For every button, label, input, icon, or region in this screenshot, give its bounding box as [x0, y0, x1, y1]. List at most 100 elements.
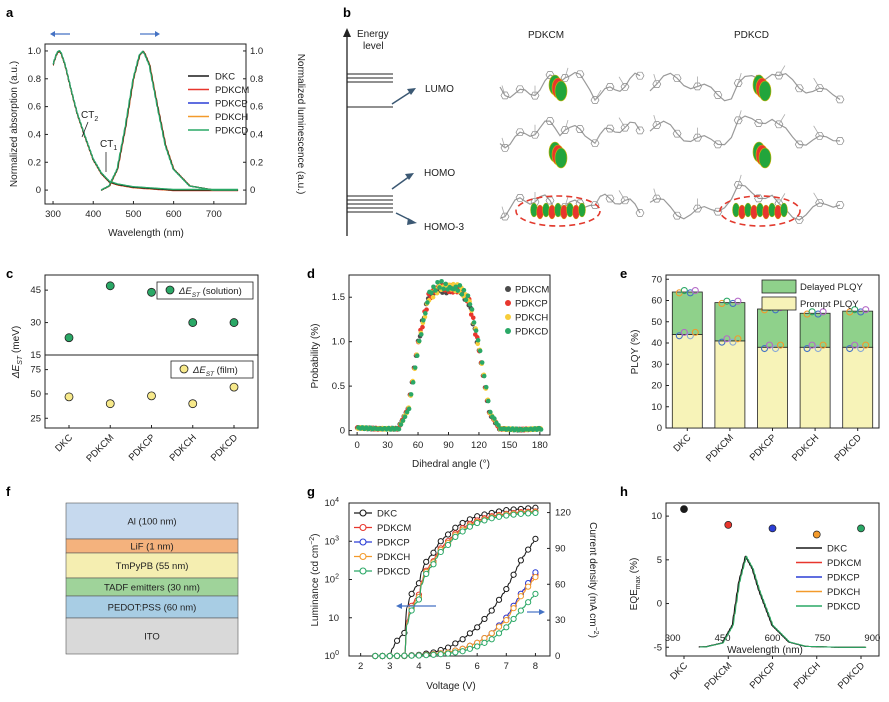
panel-g-xtick-label: 2 — [358, 661, 363, 672]
panel-c-label: c — [6, 266, 13, 281]
current-density-point — [517, 607, 524, 614]
el-spectrum-pdkcd — [699, 555, 867, 648]
replicate-point-prompt — [776, 341, 785, 349]
luminance-point — [459, 519, 466, 527]
replicate-point-prompt — [734, 335, 742, 343]
panel-h-category-label: PDKCP — [748, 660, 779, 691]
panel-a-ylabel-right: Normalized luminescence (a.u.) — [295, 54, 306, 195]
panel-h-marks — [680, 505, 867, 648]
molecule-ring — [815, 131, 825, 140]
eqe-point-pdkcm — [724, 521, 733, 529]
luminance-point — [474, 519, 481, 527]
molecule-bond — [653, 188, 658, 199]
panel-c-points — [64, 281, 239, 409]
luminance-point — [430, 549, 437, 556]
current-density-point — [510, 615, 517, 623]
molecule-ring — [713, 91, 723, 99]
replicate-point-total — [819, 308, 827, 316]
dihedral-point-pdkcd — [538, 427, 544, 432]
current-density-point — [437, 651, 444, 658]
current-density-point — [525, 546, 532, 553]
replicate-point-total — [808, 308, 816, 316]
current-density-point — [401, 652, 408, 659]
luminance-point — [423, 558, 430, 565]
panel-h-ylabel: EQEmax (%) — [629, 558, 642, 611]
dihedral-point-pdkcd — [433, 288, 438, 293]
panel-a-ytick-label: 1.0 — [28, 46, 41, 57]
panel-a-ytick-label: 0.2 — [28, 157, 41, 168]
homo3-highlight-ellipse — [719, 195, 801, 227]
current-density-point — [532, 535, 539, 542]
current-density-point — [495, 596, 503, 603]
device-layer-label: Al (100 nm) — [127, 517, 176, 528]
molecule-ring — [652, 194, 662, 203]
dihedral-point-pdkcd — [479, 360, 485, 365]
panel-a-legend-label: DKC — [215, 72, 235, 83]
lumo-levels — [347, 73, 393, 108]
panel-g-xtick-label: 8 — [533, 661, 538, 672]
film-point — [64, 392, 74, 402]
molecule-ring — [835, 201, 845, 209]
molecule-ring — [794, 84, 804, 93]
luminance-point — [503, 512, 510, 519]
luminance-point — [408, 607, 415, 614]
panel-c-category-label: PDKCM — [84, 432, 116, 464]
dihedral-point-pdkcd — [465, 293, 471, 299]
device-layer — [65, 552, 239, 579]
panel-h: h -5 0 5 10 300 450 600 750 900 DKC PDKCM PDKCP PDKC… — [620, 484, 880, 692]
panel-a: a 300 400 500 600 700 0 0.2 0.4 0.6 0.8 1.0 0 0.2 0.4… — [6, 5, 306, 239]
current-density-point — [525, 583, 532, 590]
solution-point — [147, 287, 156, 297]
molecule-ring — [652, 121, 662, 129]
panel-h-ytick-label: 0 — [657, 599, 662, 610]
molecule-ring — [835, 137, 845, 145]
panel-c-ytick-label: 50 — [30, 389, 41, 400]
panel-e-ytick-label: 50 — [651, 317, 662, 328]
molecule-ring — [733, 181, 743, 189]
current-density-point — [452, 640, 459, 647]
solution-point — [188, 318, 198, 327]
panel-g-legend: DKC PDKCM PDKCP PDKCH PDKCD — [354, 509, 411, 578]
panel-e-ytick-label: 0 — [657, 423, 662, 434]
luminance-point — [488, 515, 495, 522]
current-density-point — [517, 593, 524, 600]
panel-g-xtick-label: 5 — [445, 661, 450, 672]
panel-a-legend-label: PDKCM — [215, 85, 249, 96]
dihedral-point-pdkch — [430, 294, 436, 300]
luminescence-curve-pdkcd — [100, 50, 238, 191]
molecule-bond — [653, 114, 658, 126]
current-density-point — [488, 607, 495, 614]
solution-point — [229, 318, 239, 327]
eqe-point-pdkcp — [768, 524, 777, 533]
current-density-point — [466, 630, 473, 637]
panel-g-right-arrowhead — [539, 609, 545, 615]
current-density-point — [510, 571, 517, 578]
panel-g-legend-marker — [359, 538, 367, 546]
molecule-ring — [560, 74, 570, 82]
legend-delayed-label: Delayed PLQY — [800, 282, 864, 293]
homo-levels — [347, 195, 393, 213]
molecule-ring — [672, 74, 682, 83]
panel-g-ticks: 2 3 4 5 6 7 8 100 10 102 103 104 0 30 60 90 120 — [325, 497, 571, 672]
panel-c-ylabel: ΔEST (meV) — [11, 326, 24, 379]
panel-e-ytick-label: 10 — [651, 402, 662, 413]
molecule-backbone — [499, 120, 641, 149]
replicate-point-prompt — [862, 341, 870, 349]
panel-a-legend-label: PDKCP — [215, 99, 248, 110]
panel-g-ytick-right-label: 90 — [555, 543, 566, 554]
panel-g-legend-label: PDKCH — [377, 552, 410, 563]
panel-a-ct1-label: CT1 — [100, 139, 117, 152]
panel-a-xtick-label: 700 — [206, 209, 222, 220]
current-density-point — [495, 630, 503, 637]
panel-h-legend: DKC PDKCM PDKCP PDKCH PDKCD — [796, 544, 861, 613]
dihedral-point-pdkcp — [420, 324, 425, 330]
dihedral-point-pdkcd — [492, 416, 497, 421]
panel-g-ytick-label: 100 — [325, 650, 340, 662]
orbital-lobe — [578, 202, 586, 218]
orbital-lobe — [758, 147, 772, 169]
panel-e-ytick-label: 70 — [651, 274, 662, 285]
panel-d-label: d — [307, 266, 315, 281]
dihedral-point-pdkcd — [400, 418, 406, 423]
current-density-point — [393, 652, 401, 659]
molecule-bond — [594, 133, 602, 144]
